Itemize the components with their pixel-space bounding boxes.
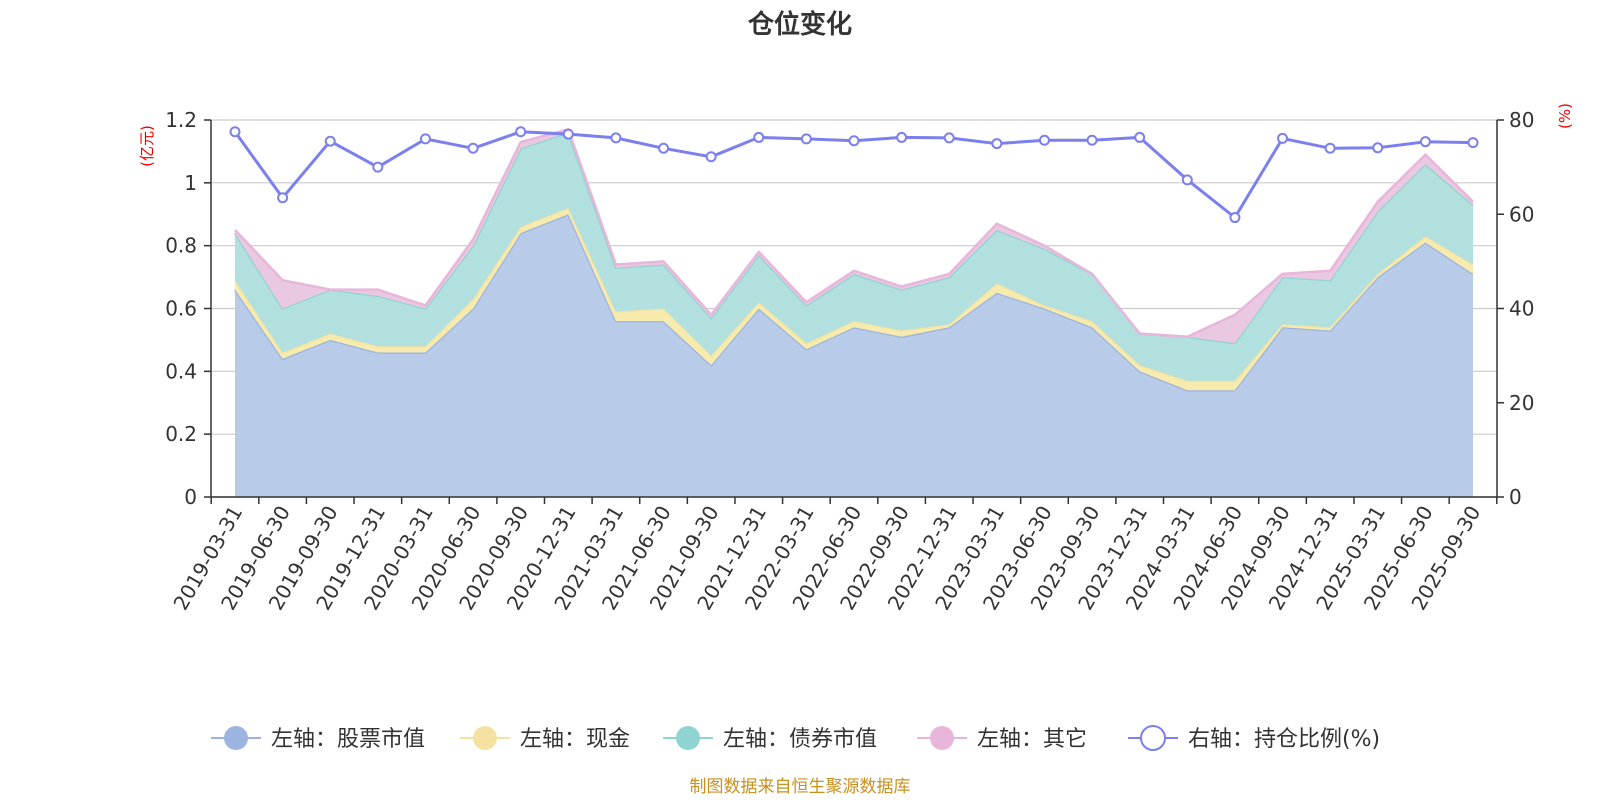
ratio-point: [753, 131, 765, 143]
stacked-areas: [233, 127, 1474, 498]
ratio-point: [562, 128, 574, 140]
ratio-point: [324, 135, 336, 147]
legend-marker: [224, 726, 248, 750]
right-tick-label: 80: [1509, 108, 1534, 132]
legend-marker: [930, 726, 954, 750]
left-tick-label: 0: [184, 485, 197, 509]
ratio-point: [1372, 142, 1384, 154]
ratio-point: [991, 138, 1003, 150]
legend-label: 左轴：债券市值: [723, 727, 877, 752]
right-tick-label: 20: [1509, 391, 1534, 415]
legend-marker: [1140, 725, 1166, 751]
ratio-point: [1134, 131, 1146, 143]
ratio-point: [372, 161, 384, 173]
left-tick-label: 1: [184, 171, 197, 195]
ratio-point: [896, 131, 908, 143]
legend-item[interactable]: 左轴：债券市值: [663, 726, 877, 752]
ratio-point: [277, 192, 289, 204]
left-tick-label: 0.2: [165, 422, 197, 446]
ratio-point: [515, 126, 527, 138]
right-axis-unit: (%): [1556, 103, 1574, 129]
ratio-point: [1038, 134, 1050, 146]
left-axis-unit: (亿元): [138, 125, 156, 167]
left-tick-label: 1.2: [165, 108, 197, 132]
area-0: [235, 214, 1473, 498]
ratio-line-series: [229, 126, 1479, 224]
legend-item[interactable]: 左轴：股票市值: [211, 726, 425, 752]
ratio-point: [1181, 174, 1193, 186]
right-tick-label: 40: [1509, 297, 1534, 321]
legend-item[interactable]: 左轴：其它: [917, 726, 1087, 752]
ratio-point: [658, 142, 670, 154]
legend-label: 右轴：持仓比例(%): [1188, 727, 1380, 752]
ratio-point: [229, 126, 241, 138]
legend[interactable]: 左轴：股票市值 左轴：现金 左轴：债券市值 左轴：其它 右轴：持仓比例(%): [211, 725, 1380, 752]
left-tick-label: 0.4: [165, 359, 197, 383]
legend-label: 左轴：股票市值: [271, 727, 425, 752]
ratio-point: [1419, 136, 1431, 148]
legend-label: 左轴：现金: [520, 727, 630, 752]
ratio-point: [1086, 134, 1098, 146]
ratio-point: [1229, 212, 1241, 224]
ratio-point: [705, 151, 717, 163]
ratio-point: [848, 135, 860, 147]
legend-item[interactable]: 右轴：持仓比例(%): [1128, 725, 1380, 752]
legend-marker: [676, 726, 700, 750]
ratio-point: [1324, 142, 1336, 154]
ratio-point: [1277, 132, 1289, 144]
ratio-point: [419, 133, 431, 145]
ratio-point: [467, 142, 479, 154]
chart-title: 仓位变化: [747, 9, 852, 40]
area-edge-3: [234, 127, 1474, 339]
ratio-point: [1467, 137, 1479, 149]
legend-label: 左轴：其它: [977, 727, 1087, 752]
legend-item[interactable]: 左轴：现金: [460, 726, 630, 752]
right-tick-label: 60: [1509, 202, 1534, 226]
ratio-point: [610, 132, 622, 144]
left-tick-label: 0.6: [165, 297, 197, 321]
ratio-point: [943, 132, 955, 144]
area-2: [235, 132, 1473, 381]
right-tick-label: 0: [1509, 485, 1522, 509]
legend-marker: [473, 726, 497, 750]
left-tick-label: 0.8: [165, 234, 197, 258]
source-note: 制图数据来自恒生聚源数据库: [690, 777, 911, 797]
ratio-point: [800, 133, 812, 145]
